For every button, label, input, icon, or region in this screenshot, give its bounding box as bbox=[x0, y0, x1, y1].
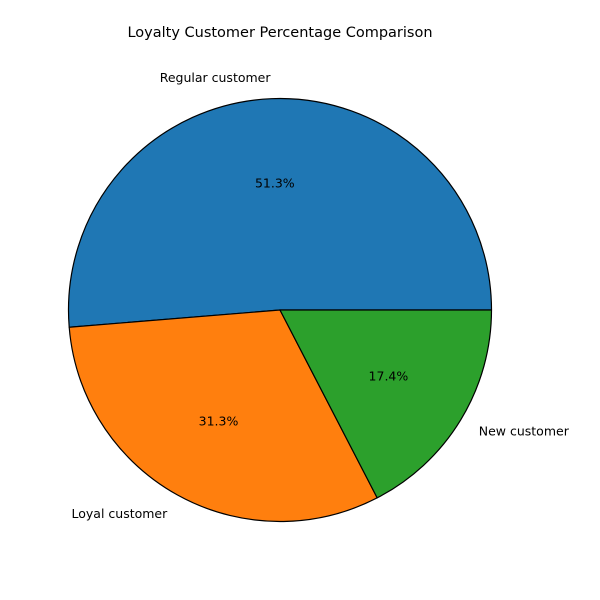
pct-label-loyal-customer: 31.3% bbox=[199, 414, 239, 429]
pie-slice-regular-customer bbox=[67, 97, 493, 328]
pie-slices bbox=[67, 97, 493, 523]
chart-title: Loyalty Customer Percentage Comparison bbox=[127, 25, 432, 41]
pie-labels: Regular customer 51.3% Loyal customer 31.3%… bbox=[72, 70, 570, 521]
slice-label-new-customer: New customer bbox=[479, 423, 570, 438]
pie-slice-new-customer bbox=[279, 309, 493, 499]
slice-label-regular-customer: Regular customer bbox=[160, 70, 272, 85]
pct-label-regular-customer: 51.3% bbox=[255, 176, 295, 191]
pct-label-new-customer: 17.4% bbox=[369, 368, 409, 383]
pie-slice-loyal-customer bbox=[68, 309, 378, 523]
slice-label-loyal-customer: Loyal customer bbox=[72, 506, 169, 521]
